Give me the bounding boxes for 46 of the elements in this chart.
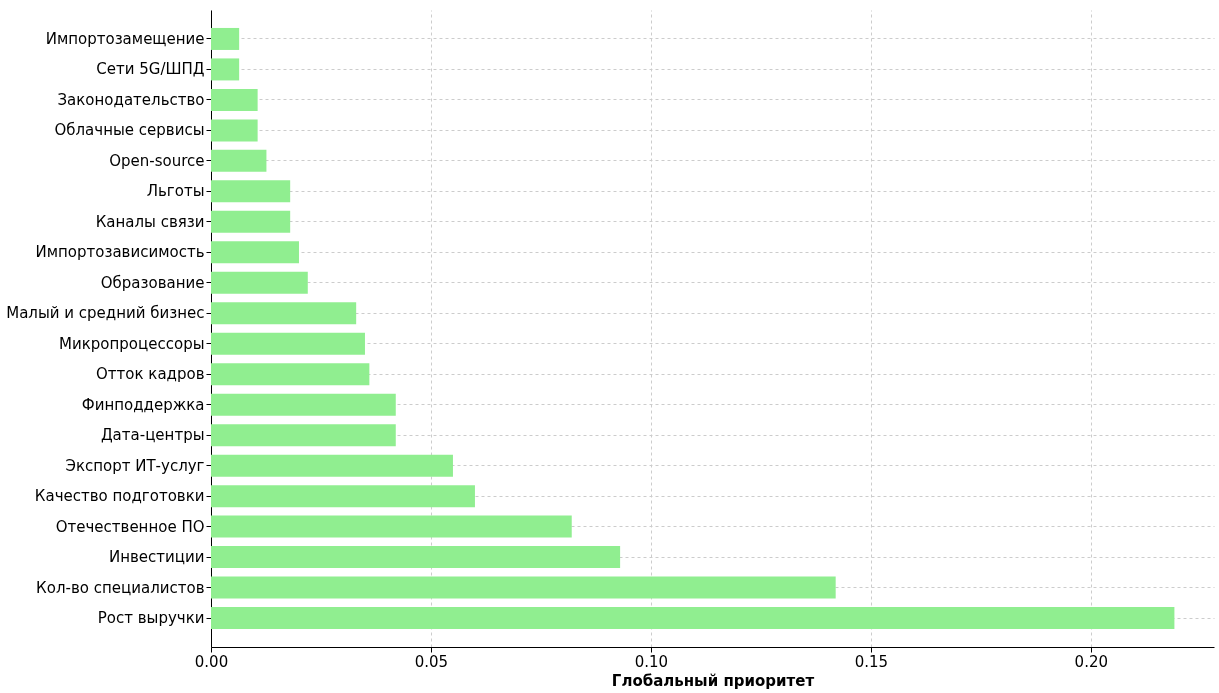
y-tick-label: Отечественное ПО <box>55 517 205 536</box>
bar <box>211 88 258 111</box>
bar <box>211 363 370 386</box>
bar <box>211 546 621 569</box>
bar <box>211 271 308 294</box>
bar <box>211 180 291 203</box>
y-tick-label: Финподдержка <box>81 395 205 414</box>
bar <box>211 454 453 477</box>
y-tick-label: Импортозамещение <box>45 29 205 48</box>
bar <box>211 485 475 508</box>
y-tick-label: Малый и средний бизнес <box>6 304 205 323</box>
y-tick-label: Кол-во специалистов <box>36 578 205 597</box>
y-tick-label: Качество подготовки <box>34 487 205 506</box>
x-tick-label: 0.10 <box>634 652 669 671</box>
x-axis-title: Глобальный приоритет <box>611 671 815 690</box>
bar <box>211 119 258 142</box>
bar <box>211 58 240 81</box>
x-tick-label: 0.15 <box>854 652 889 671</box>
bar <box>211 515 572 538</box>
bar <box>211 210 291 233</box>
bar <box>211 332 365 355</box>
bar <box>211 302 357 325</box>
y-tick-label: Законодательство <box>57 90 205 109</box>
y-tick-label: Импортозависимость <box>35 243 205 262</box>
y-tick-label: Льготы <box>146 182 205 201</box>
y-tick-label: Дата-центры <box>100 426 205 445</box>
bar <box>211 149 267 172</box>
y-tick-label: Экспорт ИТ-услуг <box>65 456 205 475</box>
bar <box>211 27 240 50</box>
bar <box>211 607 1175 630</box>
bar <box>211 576 836 599</box>
x-tick-label: 0.05 <box>414 652 449 671</box>
x-tick-label: 0.00 <box>194 652 229 671</box>
y-tick-label: Образование <box>100 273 205 292</box>
y-tick-label: Инвестиции <box>108 548 205 567</box>
y-tick-label: Отток кадров <box>96 365 205 384</box>
y-tick-label: Микропроцессоры <box>59 334 205 353</box>
x-tick-label: 0.20 <box>1074 652 1109 671</box>
bar <box>211 241 299 264</box>
y-tick-label: Облачные сервисы <box>54 121 205 140</box>
y-tick-label: Каналы связи <box>95 212 205 231</box>
y-tick-label: Сети 5G/ШПД <box>96 60 205 79</box>
bar <box>211 424 396 447</box>
y-tick-label: Open-source <box>109 151 205 170</box>
bar <box>211 393 396 416</box>
y-tick-label: Рост выручки <box>97 609 205 628</box>
